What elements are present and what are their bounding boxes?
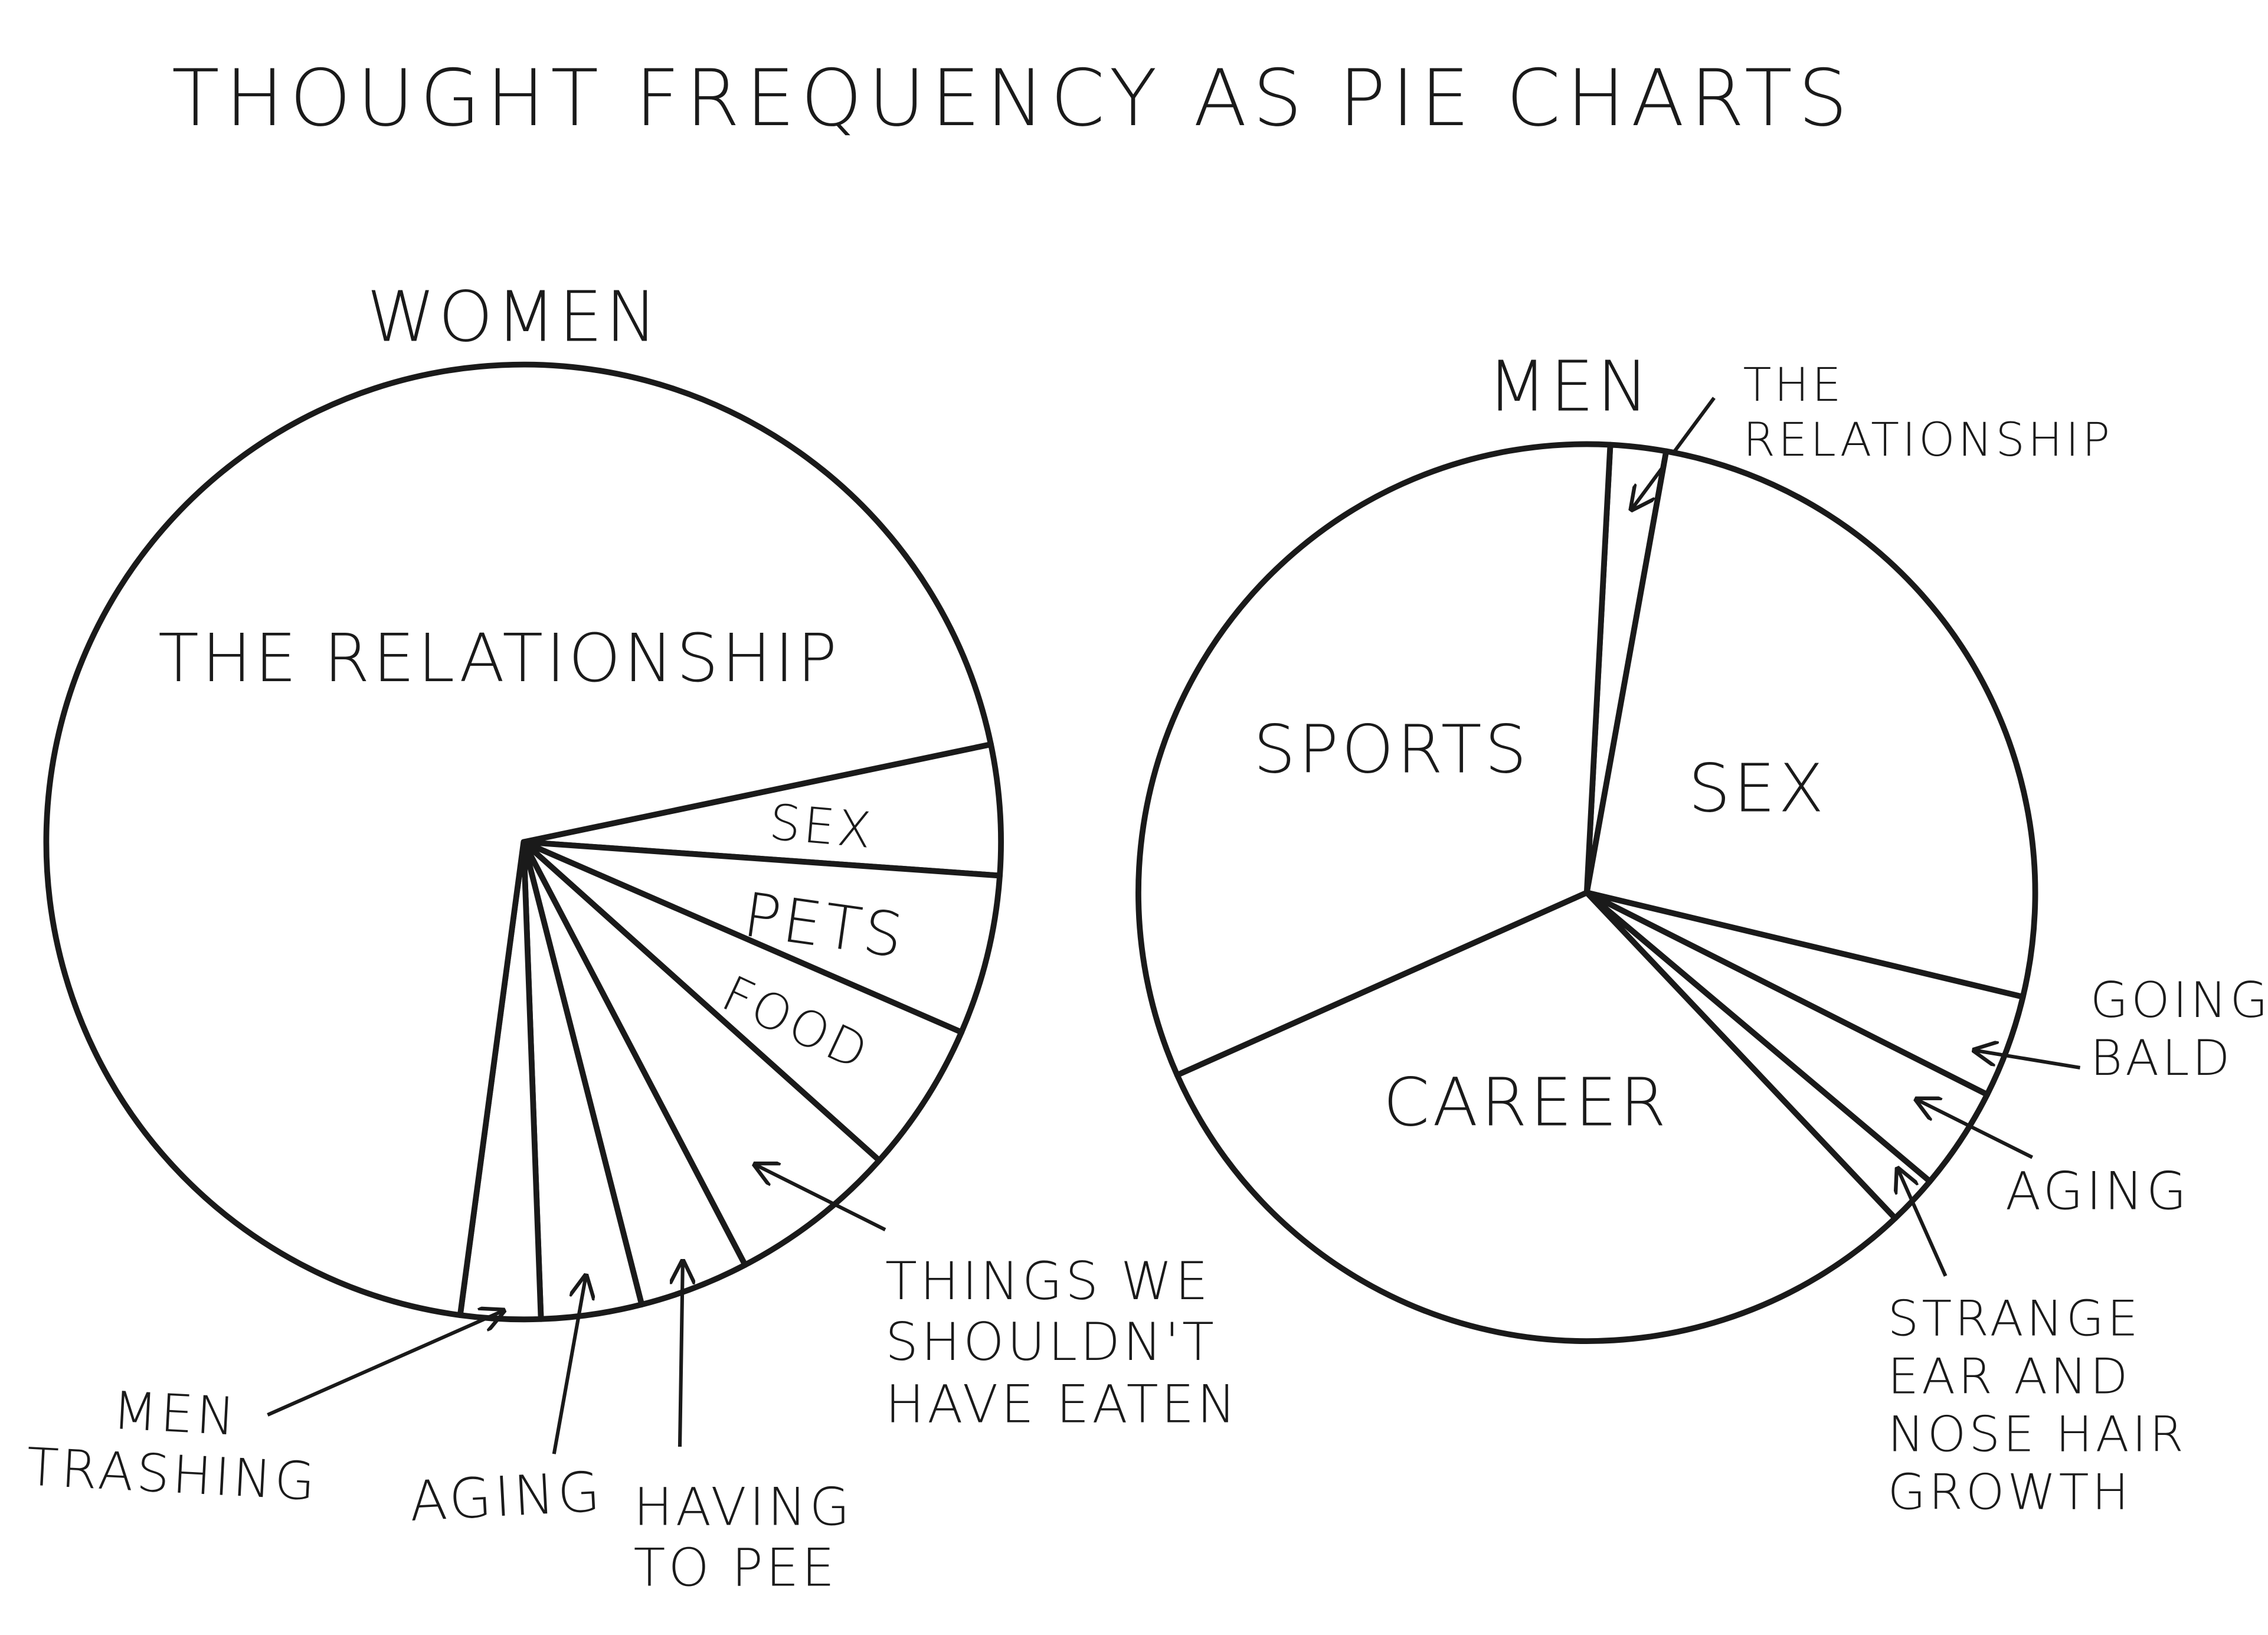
pie-slice [1174,890,1899,1344]
pie-slice [1583,448,2038,1000]
slice-label: GOING BALD [2090,972,2268,1088]
slice-label: THE RELATIONSHIP [158,619,840,698]
callout-arrow [1898,1169,1948,1277]
slice-label: AGING [408,1460,605,1534]
callout-arrow [755,1165,886,1232]
slice-label: SEX [767,794,876,861]
callout-arrow [267,1311,503,1417]
slice-label: SEX [1688,749,1827,828]
slice-label: MEN TRASHING [25,1382,319,1514]
callout-arrow [1917,1100,2034,1159]
chart-title: THOUGHT FREQUENCY AS PIE CHARTS [171,53,1854,144]
slice-label: STRANGE EAR AND NOSE HAIR GROWTH [1887,1290,2187,1523]
pie-title: MEN [1487,346,1652,428]
slice-label: THINGS WE SHOULDN'T HAVE EATEN [885,1253,1239,1435]
slice-label: AGING [2005,1163,2190,1222]
pie-slice [43,361,994,1319]
slice-label: HAVING TO PEE [633,1478,853,1600]
slice-label: THE RELATIONSHIP [1743,357,2113,467]
pie-slice [521,839,1003,1035]
callout-arrow [1975,1050,2081,1070]
callout-arrow [552,1276,586,1454]
pie-slice [521,839,882,1268]
pie-slice [521,741,1004,879]
pie-slice [521,839,965,1163]
slice-label: SPORTS [1253,710,1530,789]
callout-arrow [680,1261,683,1447]
slice-label: CAREER [1383,1063,1670,1142]
pie-title: WOMEN [366,277,660,359]
pie-slice [1135,441,1614,1078]
